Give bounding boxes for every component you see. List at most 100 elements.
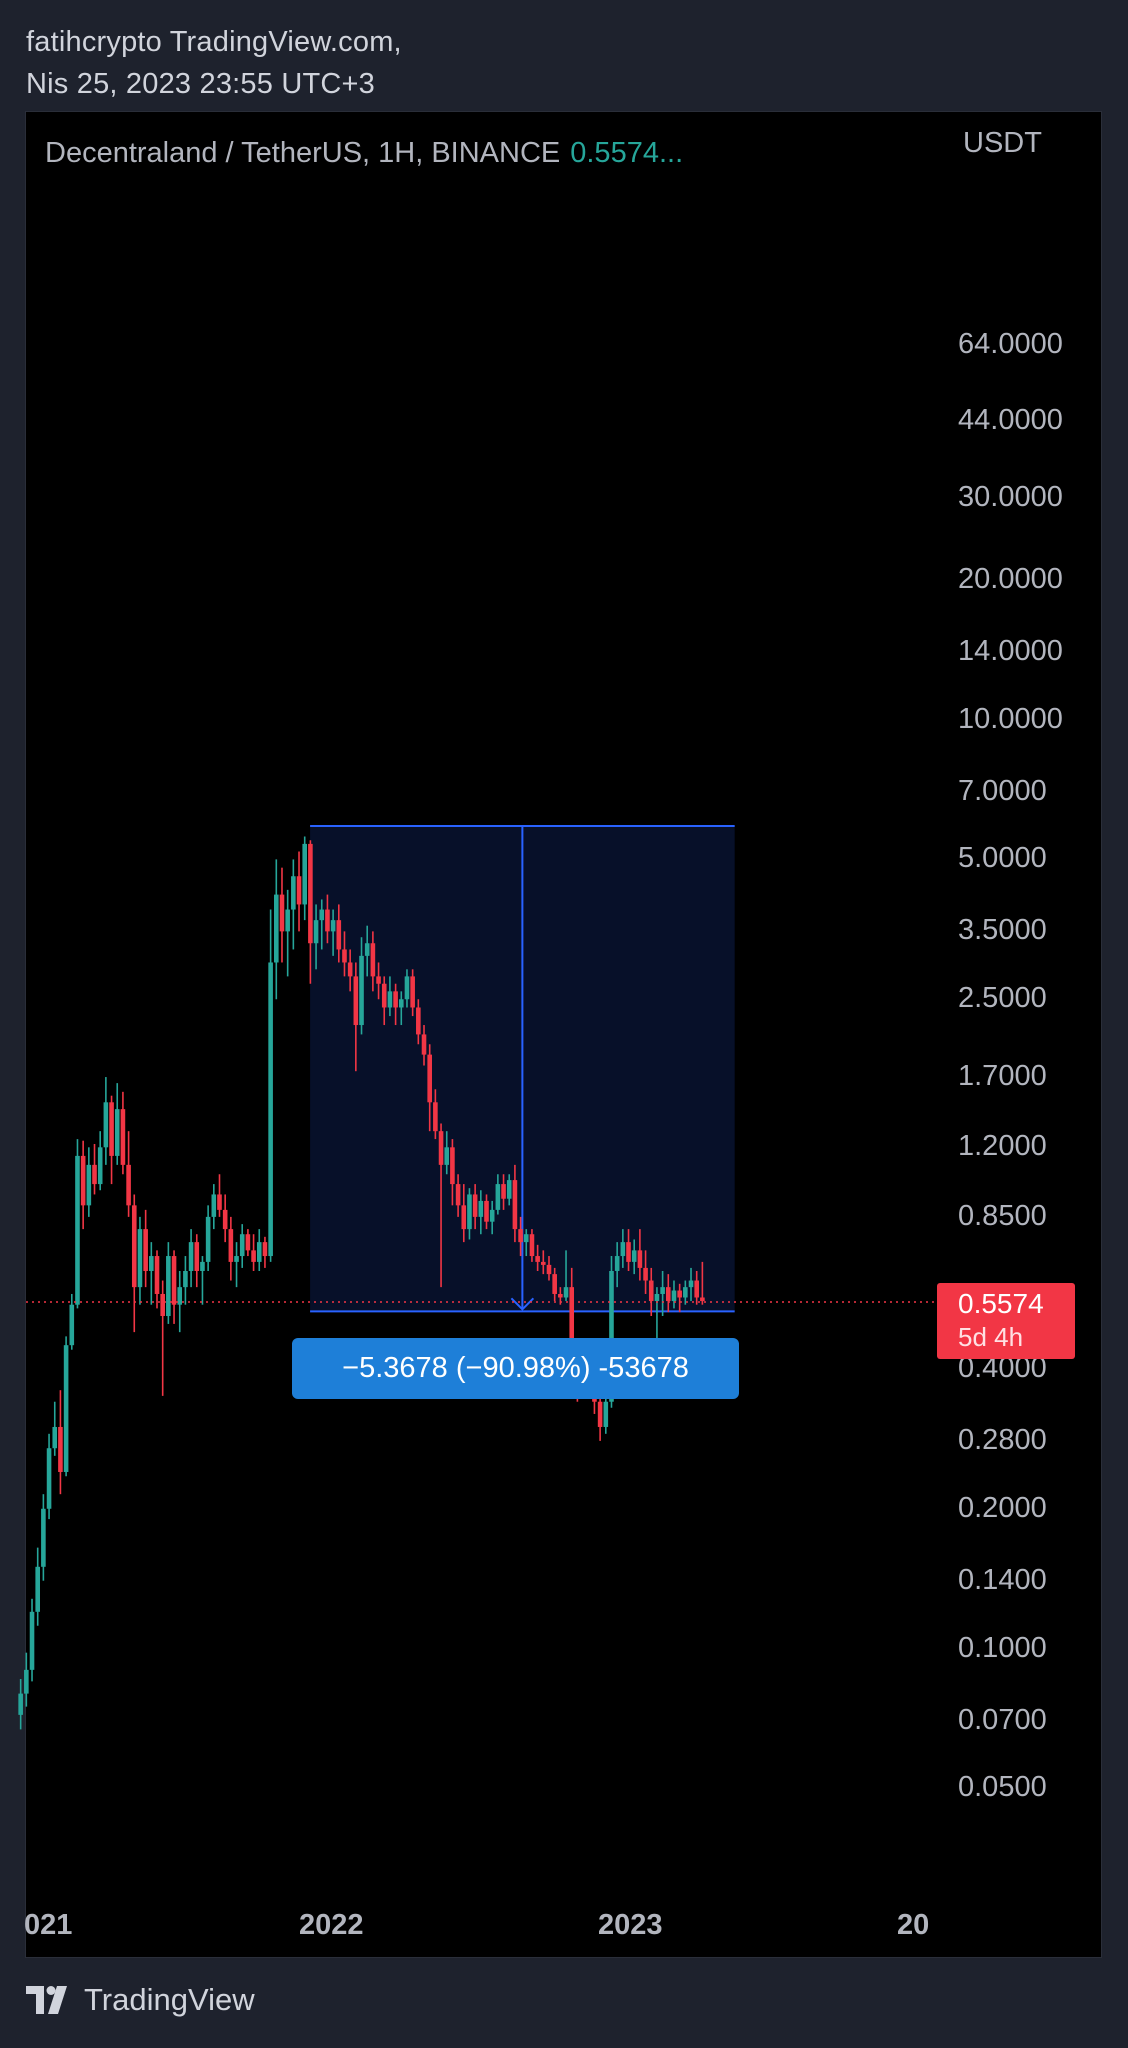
candle-body [308,843,313,944]
candle [683,1280,688,1305]
candle-body [86,1164,92,1206]
candle-body [205,1216,211,1262]
legend-price: 0.5574... [570,137,684,169]
candle [665,1274,671,1313]
price-tick-label: 20.0000 [958,562,1063,595]
candle [63,1336,69,1477]
price-tick-label: 0.2000 [958,1491,1047,1524]
candle-body [239,1234,245,1257]
candle [353,962,359,1072]
candle [256,1229,262,1271]
candle [688,1267,694,1302]
candle [421,1025,427,1066]
candle [194,1234,200,1288]
candle [450,1139,455,1206]
candle [313,904,319,970]
last-price-value: 0.5574 [958,1288,1044,1319]
candle-body [643,1267,648,1281]
candle-body [313,920,319,944]
candle [35,1547,41,1626]
candle [529,1229,535,1262]
candle-body [69,1304,75,1346]
candle [336,904,342,963]
chart-pane[interactable] [25,111,1102,1958]
candle-body [671,1290,677,1302]
candle-body [677,1290,682,1298]
candle-body [461,1205,467,1230]
candle-body [489,1209,495,1222]
candle [433,1089,438,1140]
candle [694,1270,699,1305]
candle-body [52,1426,58,1449]
candle-body [268,962,273,1257]
candle-body [211,1194,217,1217]
candle-body [433,1102,438,1132]
candle-body [353,976,359,1026]
symbol-legend[interactable]: Decentraland / TetherUS, 1H, BINANCE 0.55… [45,137,683,170]
candle [302,836,308,921]
candle-body [393,991,398,1008]
candle-body [654,1293,660,1302]
candle-body [381,983,387,1008]
candle-body [103,1102,109,1148]
candle [370,931,376,992]
price-tick-label: 5.0000 [958,842,1047,875]
candle [478,1190,484,1235]
candle [131,1194,137,1333]
candle [52,1401,58,1456]
candle-body [518,1229,523,1243]
candle-body [120,1109,126,1165]
candle [523,1229,529,1257]
candle-body [126,1164,131,1206]
tradingview-brand[interactable]: TradingView [26,1982,255,2018]
candle [330,909,336,956]
candle [75,1139,80,1309]
candle-body [683,1287,688,1298]
price-axis-unit: USDT [963,127,1042,159]
candle [387,976,393,1017]
candle-body [342,949,347,963]
candle-body [330,920,336,932]
candle-body [325,909,330,932]
price-tick-label: 64.0000 [958,328,1063,361]
price-tick-label: 3.5000 [958,914,1047,947]
candle [143,1209,148,1288]
measure-label: −5.3678 (−90.98%) -53678 [292,1338,739,1399]
candle [427,1044,432,1132]
candle-body [535,1256,540,1262]
candle-body [637,1250,643,1268]
candle-body [700,1297,705,1302]
candle [262,1236,268,1268]
candle-body [160,1293,165,1317]
candle [291,859,296,950]
candle [268,909,273,1262]
candle [274,859,279,1000]
candle-body [529,1234,535,1257]
candle-body [347,962,353,977]
candle-body [597,1401,603,1427]
candle [46,1433,52,1520]
candle [342,931,347,977]
header-author-site: fatihcrypto TradingView.com, [26,26,402,58]
candle [29,1598,35,1682]
candle-body [46,1448,52,1509]
candle [285,889,290,977]
candle-body [256,1242,262,1262]
candle-body [370,943,376,977]
price-tick-label: 7.0000 [958,774,1047,807]
candle [398,991,404,1026]
candle [149,1242,154,1305]
candle [455,1174,461,1217]
candle [120,1091,126,1175]
candle-body [501,1184,506,1199]
candle-body [166,1256,171,1317]
time-tick-label: 021 [24,1909,73,1941]
candle-body [427,1054,432,1103]
candle [472,1184,478,1230]
candle-body [149,1256,154,1271]
candle [319,899,325,950]
candle [518,1216,523,1257]
candle-body [234,1256,239,1262]
candle-body [222,1209,228,1230]
